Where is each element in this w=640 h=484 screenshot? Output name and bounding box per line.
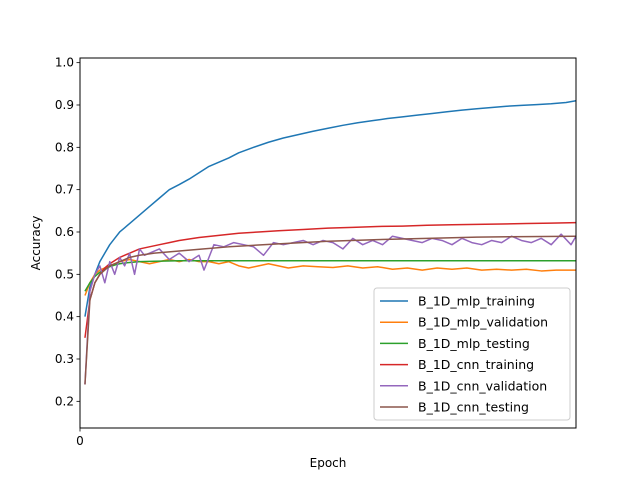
legend-entry: B_1D_mlp_training: [418, 294, 535, 309]
legend: B_1D_mlp_training B_1D_mlp_validation B_1D…: [373, 287, 571, 421]
y-tick-label: 0.4: [55, 310, 74, 324]
series-line-B_1D_mlp_training: [84, 100, 576, 317]
plot-frame: [79, 57, 577, 429]
y-tick-label: 0.2: [55, 394, 74, 408]
series-line-B_1D_cnn_validation: [84, 233, 576, 385]
legend-entry: B_1D_cnn_validation: [418, 378, 547, 393]
x-axis-label: Epoch: [310, 456, 347, 470]
y-tick-label: 0.8: [55, 140, 74, 154]
legend-entry: B_1D_mlp_testing: [418, 336, 530, 351]
y-tick-label: 0.7: [55, 183, 74, 197]
legend-entry: B_1D_cnn_training: [418, 357, 534, 372]
y-tick-label: 0.6: [55, 225, 74, 239]
y-tick-label: 0.9: [55, 98, 74, 112]
y-tick-label: 1.0: [55, 56, 74, 70]
y-axis-label: Accuracy: [29, 216, 43, 271]
series-line-B_1D_cnn_testing: [84, 235, 576, 385]
legend-box: [373, 287, 571, 421]
x-tick-label: 0: [76, 434, 84, 448]
y-tick-label: 0.5: [55, 267, 74, 281]
y-tick-label: 0.3: [55, 352, 74, 366]
series-line-B_1D_mlp_testing: [84, 260, 576, 292]
legend-entry: B_1D_cnn_testing: [418, 400, 529, 415]
y-axis: 0.2 0.3 0.4 0.5 0.6 0.7 0.8 0.9 1.0: [55, 56, 80, 408]
legend-entry: B_1D_mlp_validation: [418, 315, 548, 330]
series-layer: [84, 100, 576, 385]
x-axis: 0: [76, 428, 84, 448]
